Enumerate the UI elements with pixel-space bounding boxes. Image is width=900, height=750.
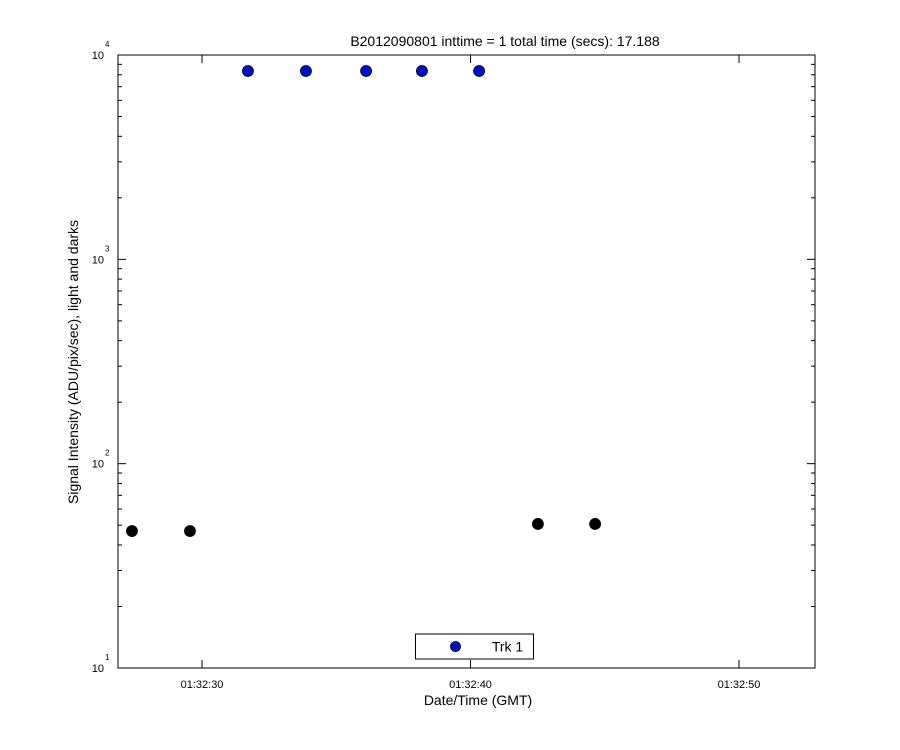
point — [300, 65, 312, 77]
plot-area — [117, 54, 816, 669]
point — [126, 525, 138, 537]
y-axis-label: Signal Intensity (ADU/pix/sec), light an… — [65, 220, 81, 504]
point — [532, 518, 544, 530]
legend-label: Trk 1 — [492, 639, 524, 655]
point — [589, 518, 602, 530]
x-axis-label: Date/Time (GMT) — [424, 692, 532, 708]
point — [416, 65, 428, 77]
y-tick-label: 10 — [92, 50, 104, 62]
y-tick-label: 10 — [92, 663, 104, 675]
x-tick-label: 01:32:30 — [181, 679, 224, 691]
legend-marker — [450, 641, 461, 652]
point — [473, 65, 486, 77]
chart-title: B2012090801 inttime = 1 total time (secs… — [350, 33, 660, 49]
point — [360, 65, 372, 77]
y-tick-exponent: 4 — [105, 40, 110, 49]
x-tick-label: 01:32:40 — [449, 679, 492, 691]
y-tick-exponent: 3 — [105, 244, 110, 253]
y-tick-exponent: 2 — [105, 449, 110, 458]
y-tick-label: 10 — [92, 254, 104, 266]
y-tick-exponent: 1 — [105, 653, 110, 662]
legend-box — [415, 633, 534, 660]
x-tick-label: 01:32:50 — [718, 679, 761, 691]
point — [242, 65, 254, 77]
y-tick-label: 10 — [92, 459, 104, 471]
point — [184, 525, 196, 537]
